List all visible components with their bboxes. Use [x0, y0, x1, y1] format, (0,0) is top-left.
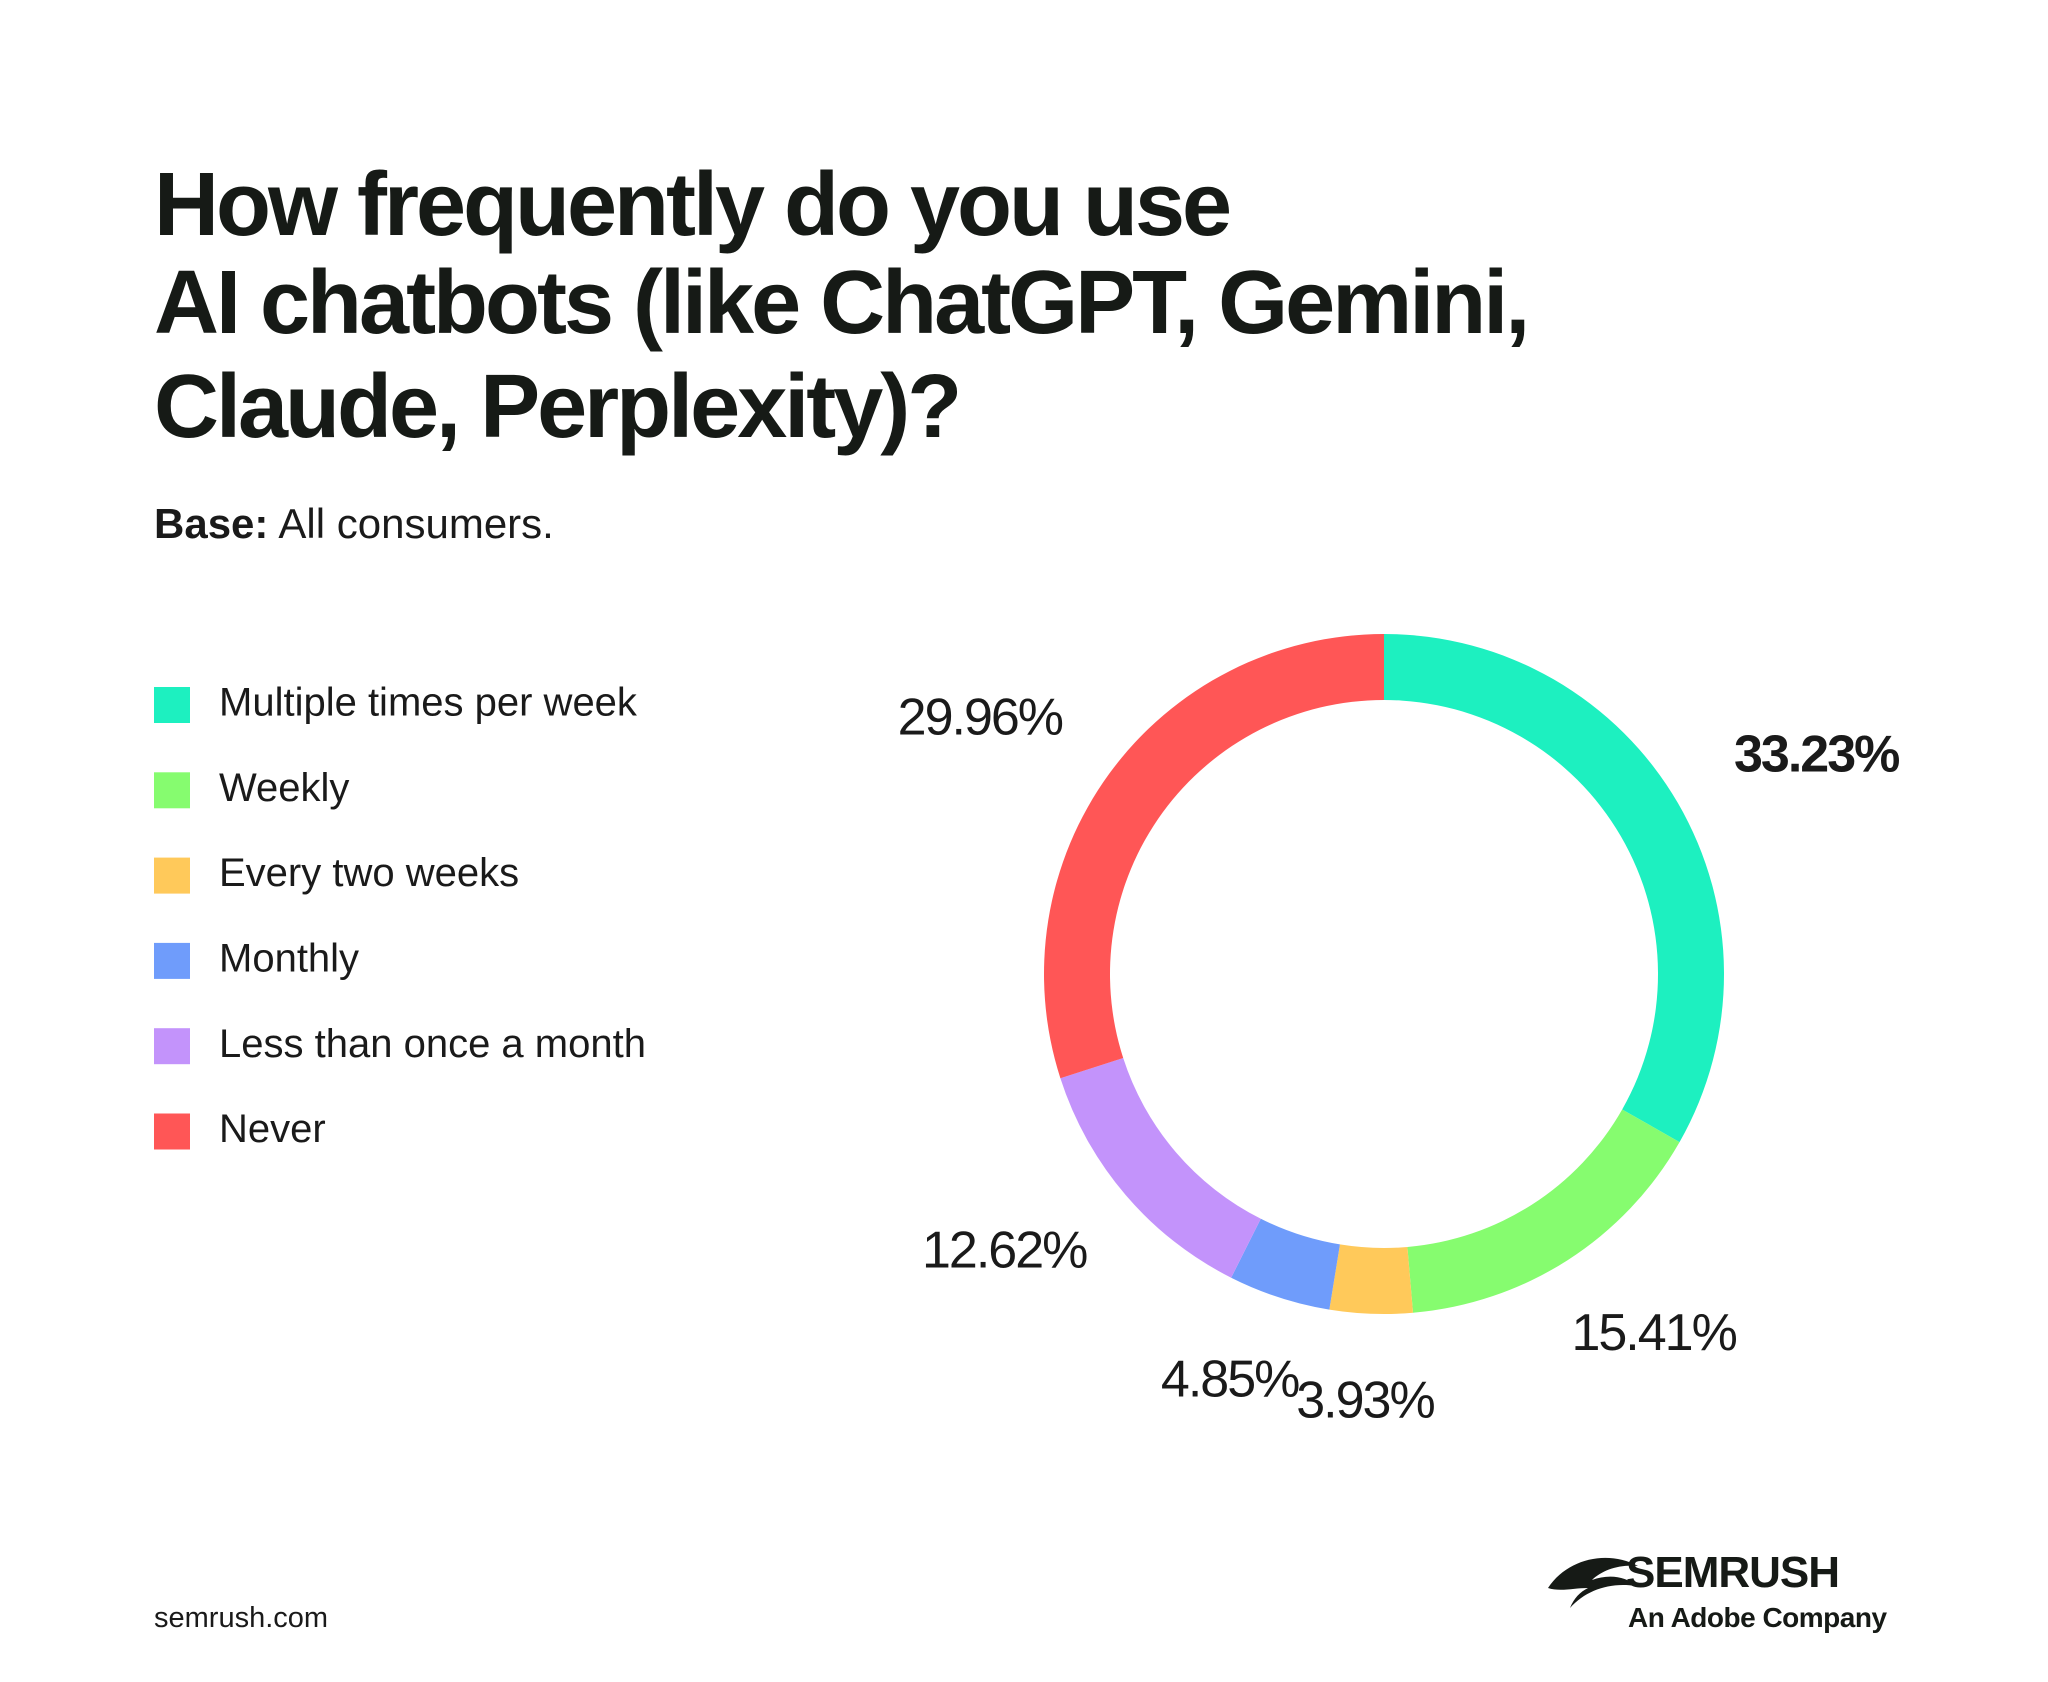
chart-title: How frequently do you use	[154, 155, 1229, 255]
legend-swatch	[154, 687, 190, 723]
legend-swatch	[154, 857, 190, 894]
chart-title: Claude, Perplexity)?	[154, 357, 959, 457]
value-label: 33.23%	[1734, 726, 1899, 784]
donut-segment	[1407, 1109, 1680, 1313]
value-label: 4.85%	[1161, 1351, 1299, 1409]
legend-swatch	[154, 942, 190, 979]
footer-site: semrush.com	[154, 1602, 328, 1634]
legend-label: Never	[219, 1107, 326, 1151]
subtitle-text: All consumers.	[278, 500, 553, 547]
legend-swatch	[154, 772, 190, 809]
logo-icon	[1548, 1557, 1638, 1608]
chart-title: AI chatbots (like ChatGPT, Gemini,	[154, 253, 1527, 353]
base-label: Base:	[154, 500, 268, 547]
legend-label: Every two weeks	[219, 851, 519, 895]
value-label: 12.62%	[922, 1221, 1087, 1279]
donut-segment	[1060, 1058, 1261, 1278]
donut-segment	[1231, 1218, 1340, 1310]
value-label: 15.41%	[1571, 1304, 1736, 1362]
donut-segment	[1384, 634, 1724, 1143]
donut-segment	[1044, 634, 1384, 1079]
legend-label: Multiple times per week	[219, 681, 638, 725]
legend-swatch	[154, 1113, 190, 1150]
legend-label: Monthly	[219, 936, 359, 980]
subtitle: Base: All consumers.	[154, 500, 554, 547]
logo-subtext: An Adobe Company	[1628, 1602, 1887, 1633]
logo-text: SEMRUSH	[1626, 1548, 1839, 1597]
legend-label: Weekly	[219, 766, 349, 810]
legend-label: Less than once a month	[219, 1022, 646, 1066]
donut-segment	[1329, 1244, 1414, 1314]
value-label: 3.93%	[1296, 1371, 1434, 1429]
legend-swatch	[154, 1028, 190, 1065]
value-label: 29.96%	[898, 689, 1063, 747]
